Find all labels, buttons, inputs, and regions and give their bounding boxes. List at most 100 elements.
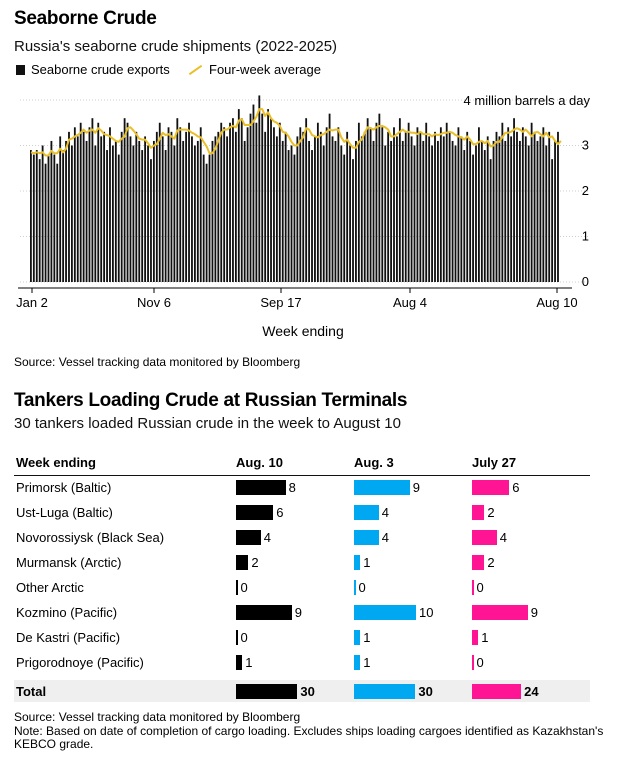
bar [56, 163, 59, 282]
y-tick-label: 0 [582, 274, 589, 289]
bar [527, 145, 530, 282]
value-bar [472, 555, 485, 570]
bar [176, 118, 179, 282]
bar [384, 145, 387, 282]
table-note: Note: Based on date of completion of car… [14, 723, 604, 751]
bar [135, 131, 138, 282]
bar [413, 145, 416, 282]
bar [466, 131, 469, 282]
bar [363, 131, 366, 282]
bar [158, 122, 161, 282]
bar [325, 127, 328, 282]
bar [170, 131, 173, 282]
bar [463, 150, 466, 282]
value-bar [354, 684, 416, 699]
bar [270, 118, 272, 282]
bar [252, 104, 255, 282]
bar [243, 140, 246, 282]
value-label: 9 [530, 605, 539, 620]
table-header: Week ending Aug. 10 Aug. 3 July 27 [14, 451, 590, 476]
bar [480, 140, 483, 282]
bar [486, 136, 489, 282]
chart-subtitle: Russia's seaborne crude shipments (2022-… [14, 38, 338, 55]
table-row: Ust-Luga (Baltic) 6 4 2 [14, 501, 590, 526]
bar [328, 113, 331, 283]
value-bar [236, 605, 292, 620]
bar [542, 127, 545, 282]
bar [472, 154, 474, 282]
bar [349, 145, 351, 282]
value-label: 6 [276, 505, 284, 520]
total-row: Total 30 30 24 [14, 680, 590, 702]
value-label: 1 [363, 555, 371, 570]
value-label: 10 [419, 605, 434, 620]
bar [50, 140, 53, 282]
bar [360, 136, 363, 282]
bar [483, 150, 486, 282]
bar [179, 127, 182, 282]
value-bar [354, 505, 379, 520]
terminal-name: Kozmino (Pacific) [16, 605, 118, 620]
table-row: Other Arctic 0 0 0 [14, 576, 590, 601]
bar [548, 131, 551, 282]
bar [501, 122, 504, 282]
value-bar [354, 580, 356, 595]
table-row: Primorsk (Baltic) 8 9 6 [14, 476, 590, 501]
terminal-name: Prigorodnoye (Pacific) [16, 655, 144, 670]
bar [120, 131, 123, 282]
value-bar [236, 530, 261, 545]
bar [208, 154, 211, 282]
bar [281, 140, 284, 282]
bar [510, 136, 513, 282]
value-label: 4 [499, 530, 508, 545]
table-row: De Kastri (Pacific) 0 1 1 [14, 626, 590, 651]
legend-label-average: Four-week average [209, 62, 321, 77]
bar [211, 140, 214, 282]
value-label: 2 [251, 555, 259, 570]
bar [290, 145, 293, 282]
value-bar [236, 555, 249, 570]
value-bar [354, 530, 379, 545]
bar [551, 159, 554, 282]
bar [249, 113, 252, 283]
four-week-average-line [30, 108, 562, 157]
bar [44, 163, 47, 282]
value-bar [472, 505, 485, 520]
bar [123, 118, 126, 282]
tankers-table: Week ending Aug. 10 Aug. 3 July 27 Primorsk … [14, 451, 590, 702]
bar [88, 127, 91, 282]
legend-swatch-bar [16, 64, 25, 75]
bar [91, 118, 94, 282]
table-source: Source: Vessel tracking data monitored b… [14, 710, 301, 724]
bar [469, 140, 472, 282]
value-label: 6 [512, 480, 520, 495]
bar [278, 122, 281, 282]
bar [425, 122, 428, 282]
header-week-ending: Week ending [16, 455, 96, 470]
terminal-name: Ust-Luga (Baltic) [16, 505, 113, 520]
bar [445, 122, 448, 282]
bar [498, 136, 501, 282]
value-bar [236, 655, 243, 670]
bar [264, 131, 267, 282]
bar [442, 136, 445, 282]
table-subtitle: 30 tankers loaded Russian crude in the w… [14, 415, 401, 432]
bar [296, 136, 299, 282]
legend-item-exports: Seaborne crude exports [16, 62, 170, 77]
legend-swatch-line [188, 64, 203, 75]
x-tick-label: Jan 2 [16, 295, 48, 310]
table-notes: Source: Vessel tracking data monitored b… [14, 710, 614, 752]
value-bar [354, 555, 361, 570]
bar [448, 131, 451, 282]
bar [346, 131, 349, 282]
seaborne-crude-chart: 0 1 2 3 4 million barrels a day Jan 2 Nov 6 Sep… [16, 93, 590, 339]
bar [381, 127, 384, 282]
bar [144, 136, 147, 282]
value-label: 0 [476, 655, 484, 670]
value-label: 0 [358, 580, 366, 595]
bar [138, 140, 141, 282]
bar [229, 122, 231, 282]
bar [240, 118, 243, 282]
bar [53, 154, 56, 282]
value-bar [236, 630, 238, 645]
